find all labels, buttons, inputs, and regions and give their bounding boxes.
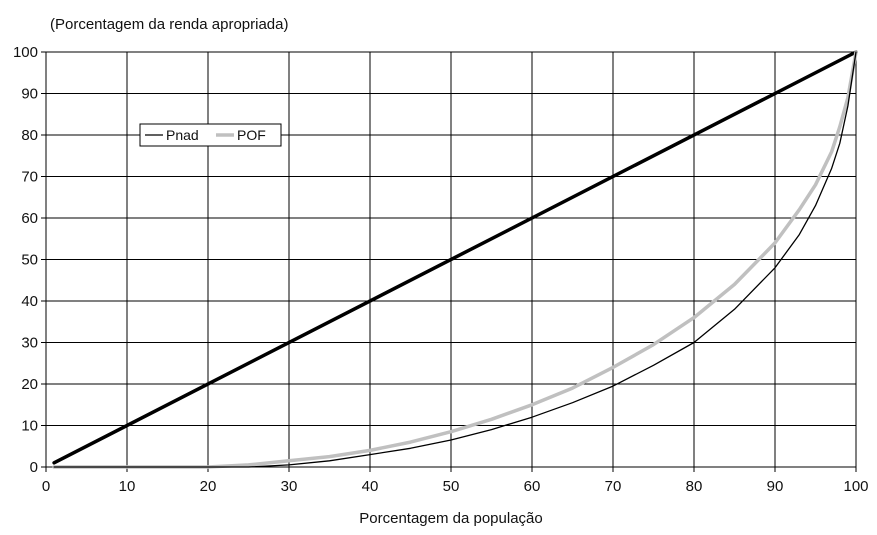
y-axis-title: (Porcentagem da renda apropriada) — [50, 16, 288, 33]
legend-label-pnad: Pnad — [166, 127, 199, 143]
x-axis-title: Porcentagem da população — [359, 510, 542, 527]
y-tick-label-90: 90 — [21, 86, 38, 103]
legend: Pnad POF — [139, 123, 282, 147]
y-tick-label-60: 60 — [21, 210, 38, 227]
series-line-pnad — [53, 51, 857, 468]
plot-area: 0 10 20 30 40 50 60 70 80 90 100 0 10 20 30 40 50 60 70 80 9… — [13, 44, 869, 495]
x-tick-label-100: 100 — [843, 478, 868, 495]
y-tick-label-70: 70 — [21, 169, 38, 186]
x-tick-label-40: 40 — [362, 478, 379, 495]
x-tick-label-20: 20 — [200, 478, 217, 495]
x-tick-label-30: 30 — [281, 478, 298, 495]
series-line-pof — [52, 50, 858, 469]
x-tick-label-60: 60 — [524, 478, 541, 495]
y-tick-label-10: 10 — [21, 418, 38, 435]
y-tick-label-30: 30 — [21, 335, 38, 352]
y-tick-label-50: 50 — [21, 252, 38, 269]
x-tick-label-90: 90 — [767, 478, 784, 495]
x-tick-label-80: 80 — [686, 478, 703, 495]
y-tick-label-100: 100 — [13, 44, 38, 61]
y-tick-label-80: 80 — [21, 127, 38, 144]
legend-box — [139, 123, 282, 147]
y-tick-label-40: 40 — [21, 293, 38, 310]
equality-line — [52, 50, 858, 465]
x-tick-label-70: 70 — [605, 478, 622, 495]
x-tick-label-50: 50 — [443, 478, 460, 495]
x-tick-label-0: 0 — [42, 478, 50, 495]
y-tick-label-20: 20 — [21, 376, 38, 393]
legend-label-pof: POF — [237, 127, 266, 143]
x-tick-label-10: 10 — [119, 478, 136, 495]
y-tick-label-0: 0 — [30, 459, 38, 476]
